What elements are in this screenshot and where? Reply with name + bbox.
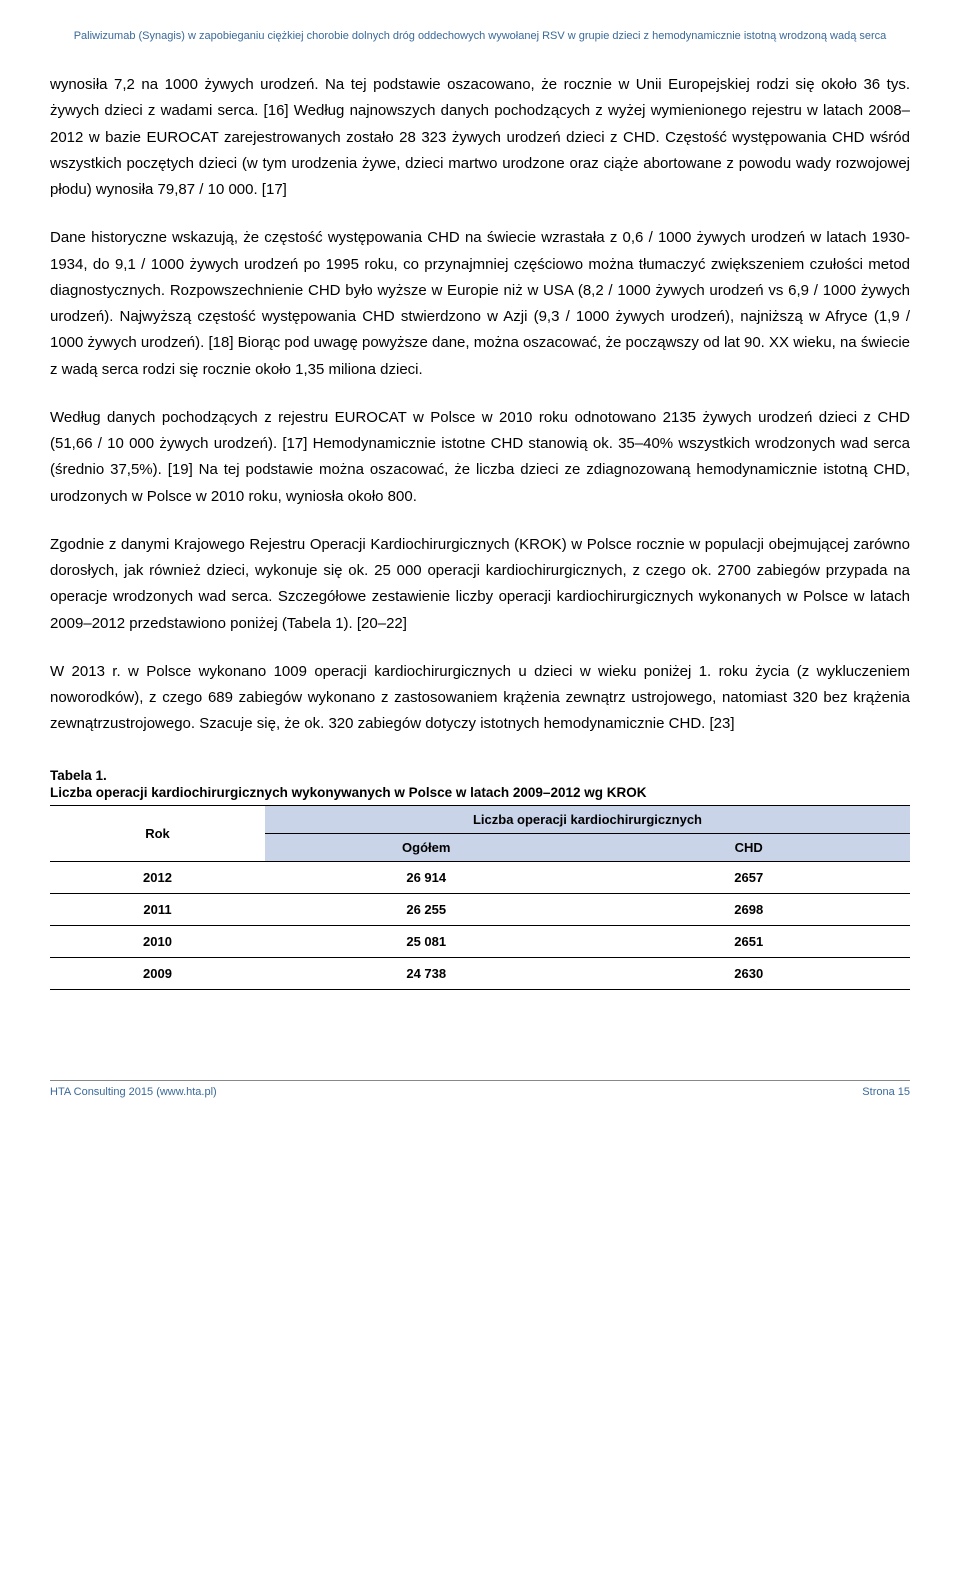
cell-ogolem: 26 914 bbox=[265, 861, 588, 893]
col-header-span: Liczba operacji kardiochirurgicznych bbox=[265, 805, 910, 833]
footer-right: Strona 15 bbox=[862, 1086, 910, 1098]
cell-rok: 2012 bbox=[50, 861, 265, 893]
table-title: Tabela 1. bbox=[50, 768, 910, 783]
col-header-ogolem: Ogółem bbox=[265, 833, 588, 861]
footer-left: HTA Consulting 2015 (www.hta.pl) bbox=[50, 1086, 217, 1098]
col-header-chd: CHD bbox=[588, 833, 911, 861]
paragraph-2: Dane historyczne wskazują, że częstość w… bbox=[50, 225, 910, 383]
paragraph-3: Według danych pochodzących z rejestru EU… bbox=[50, 405, 910, 510]
page-footer: HTA Consulting 2015 (www.hta.pl) Strona … bbox=[50, 1080, 910, 1098]
table-row: 2012 26 914 2657 bbox=[50, 861, 910, 893]
paragraph-5: W 2013 r. w Polsce wykonano 1009 operacj… bbox=[50, 659, 910, 738]
cell-rok: 2010 bbox=[50, 925, 265, 957]
cell-chd: 2657 bbox=[588, 861, 911, 893]
paragraph-1: wynosiła 7,2 na 1000 żywych urodzeń. Na … bbox=[50, 72, 910, 203]
cell-rok: 2009 bbox=[50, 957, 265, 989]
paragraph-4: Zgodnie z danymi Krajowego Rejestru Oper… bbox=[50, 532, 910, 637]
page-header: Paliwizumab (Synagis) w zapobieganiu cię… bbox=[50, 30, 910, 42]
cell-ogolem: 26 255 bbox=[265, 893, 588, 925]
col-header-rok: Rok bbox=[50, 805, 265, 861]
cell-chd: 2630 bbox=[588, 957, 911, 989]
data-table: Rok Liczba operacji kardiochirurgicznych… bbox=[50, 805, 910, 990]
table-row: 2011 26 255 2698 bbox=[50, 893, 910, 925]
cell-rok: 2011 bbox=[50, 893, 265, 925]
cell-ogolem: 25 081 bbox=[265, 925, 588, 957]
table-subtitle: Liczba operacji kardiochirurgicznych wyk… bbox=[50, 785, 910, 800]
cell-chd: 2651 bbox=[588, 925, 911, 957]
cell-ogolem: 24 738 bbox=[265, 957, 588, 989]
table-row: 2009 24 738 2630 bbox=[50, 957, 910, 989]
table-row: 2010 25 081 2651 bbox=[50, 925, 910, 957]
cell-chd: 2698 bbox=[588, 893, 911, 925]
